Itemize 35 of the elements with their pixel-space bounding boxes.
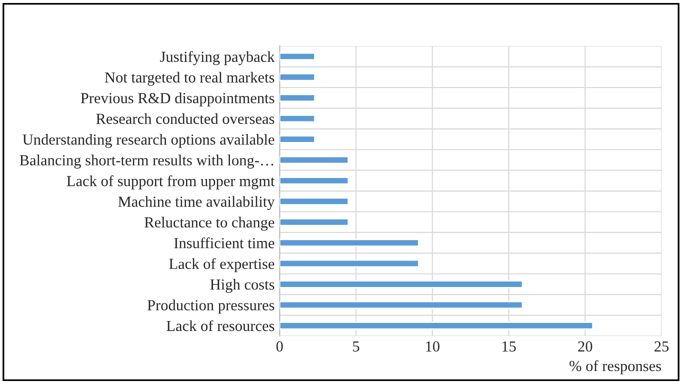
y-tick-label: Understanding research options available bbox=[22, 134, 274, 148]
y-tick-label: Lack of expertise bbox=[169, 258, 274, 272]
y-tick-label: Justifying payback bbox=[160, 51, 275, 66]
bar bbox=[280, 73, 316, 82]
y-tick-label: Lack of resources bbox=[166, 320, 274, 332]
y-tick-label: Reluctance to change bbox=[144, 216, 274, 231]
y-tick-label: Not targeted to real markets bbox=[104, 72, 274, 86]
bar bbox=[280, 176, 350, 185]
bar bbox=[280, 135, 316, 144]
y-tick-label: Research conducted overseas bbox=[96, 113, 274, 124]
bar bbox=[280, 94, 316, 102]
y-tick-label: Balancing short-term results with long-… bbox=[20, 154, 274, 169]
x-tick-label: 0 bbox=[276, 341, 283, 352]
bar bbox=[280, 322, 594, 330]
x-axis-title: % of responses bbox=[570, 360, 661, 374]
bar bbox=[280, 52, 316, 61]
bar bbox=[280, 300, 524, 310]
bar bbox=[280, 197, 350, 206]
bar bbox=[280, 218, 350, 226]
x-tick-label: 5 bbox=[353, 341, 360, 352]
bar bbox=[280, 259, 420, 268]
bar bbox=[280, 280, 524, 288]
x-tick-label: 25 bbox=[654, 341, 669, 352]
x-tick-label: 10 bbox=[426, 341, 440, 352]
bar bbox=[280, 114, 316, 123]
y-tick-label: Lack of support from upper mgmt bbox=[66, 175, 275, 190]
y-tick-label: Production pressures bbox=[147, 300, 274, 314]
y-tick-label: High costs bbox=[210, 278, 274, 293]
x-tick-label: 20 bbox=[578, 341, 592, 352]
bar bbox=[280, 156, 350, 164]
x-tick-label: 15 bbox=[502, 341, 516, 352]
y-tick-label: Previous R&D disappointments bbox=[80, 92, 274, 106]
y-tick-label: Machine time availability bbox=[118, 196, 275, 210]
bar bbox=[280, 238, 420, 247]
y-tick-label: Insufficient time bbox=[174, 237, 274, 248]
